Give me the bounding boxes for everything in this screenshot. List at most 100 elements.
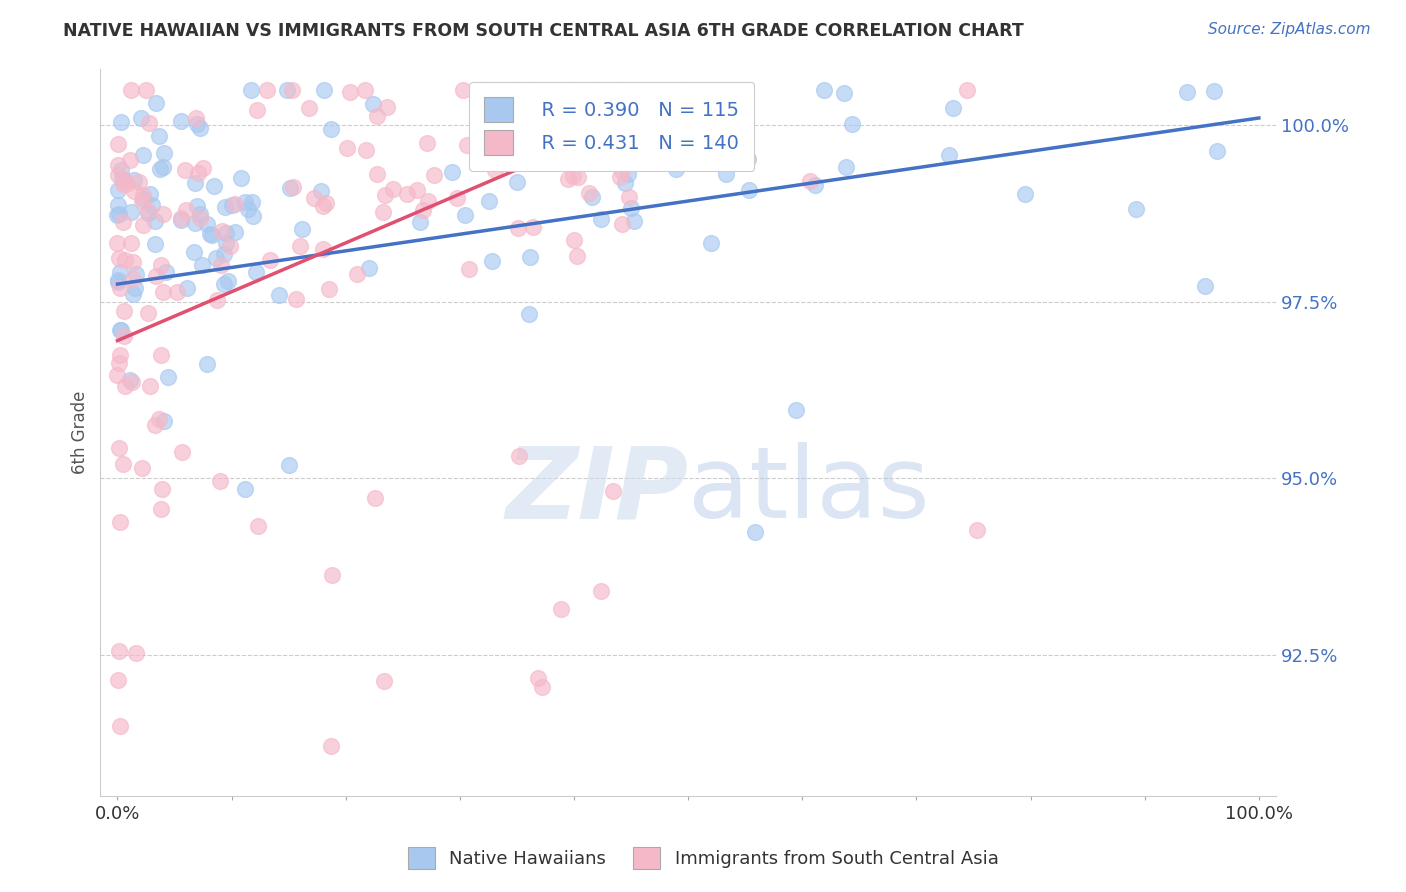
Point — [138, 306, 160, 320]
Point — [224, 225, 246, 239]
Point — [108, 323, 131, 337]
Point — [548, 133, 571, 147]
Point — [136, 205, 159, 219]
Point — [170, 445, 193, 459]
Point — [409, 215, 432, 229]
Point — [673, 83, 696, 97]
Point — [135, 83, 157, 97]
Point — [107, 251, 129, 265]
Point — [321, 121, 343, 136]
Point — [508, 221, 530, 235]
Point — [278, 458, 301, 473]
Point — [606, 83, 628, 97]
Point — [406, 183, 429, 197]
Point — [110, 265, 132, 279]
Point — [120, 204, 142, 219]
Point — [609, 169, 631, 184]
Point — [191, 258, 214, 272]
Point — [738, 183, 761, 197]
Point — [530, 680, 553, 694]
Point — [453, 83, 475, 97]
Point — [110, 163, 132, 178]
Point — [202, 179, 225, 194]
Point — [446, 191, 468, 205]
Point — [124, 281, 146, 295]
Point — [138, 378, 160, 392]
Point — [620, 201, 643, 215]
Point — [617, 190, 640, 204]
Point — [517, 306, 540, 320]
Text: Source: ZipAtlas.com: Source: ZipAtlas.com — [1208, 22, 1371, 37]
Point — [183, 244, 205, 259]
Point — [558, 83, 581, 97]
Point — [339, 86, 361, 100]
Point — [215, 235, 238, 250]
Point — [205, 293, 228, 307]
Point — [107, 169, 129, 183]
Point — [240, 194, 263, 209]
Point — [357, 261, 380, 276]
Point — [312, 199, 335, 213]
Y-axis label: 6th Grade: 6th Grade — [72, 391, 89, 475]
Point — [190, 207, 212, 221]
Point — [519, 125, 541, 139]
Point — [835, 160, 858, 174]
Point — [565, 249, 588, 263]
Point — [139, 187, 162, 202]
Point — [503, 83, 526, 97]
Point — [108, 516, 131, 530]
Point — [131, 461, 153, 475]
Point — [564, 233, 586, 247]
Point — [132, 218, 155, 232]
Point — [353, 83, 375, 97]
Point — [107, 673, 129, 687]
Point — [184, 176, 207, 190]
Point — [128, 175, 150, 189]
Point — [700, 236, 723, 251]
Point — [231, 170, 253, 185]
Point — [256, 83, 278, 97]
Point — [131, 148, 153, 162]
Point — [221, 198, 243, 212]
Point — [799, 174, 821, 188]
Point — [153, 414, 176, 428]
Point — [224, 197, 246, 211]
Point — [312, 242, 335, 256]
Point — [191, 161, 214, 175]
Point — [744, 524, 766, 539]
Point — [938, 148, 960, 162]
Point — [187, 166, 209, 180]
Point — [211, 224, 233, 238]
Point — [152, 206, 174, 220]
Point — [841, 116, 863, 130]
Point — [107, 273, 129, 287]
Point — [107, 235, 129, 250]
Point — [114, 173, 136, 187]
Point — [364, 491, 387, 506]
Point — [591, 211, 613, 226]
Point — [141, 198, 163, 212]
Point — [302, 191, 325, 205]
Point — [321, 739, 343, 753]
Point — [214, 200, 236, 214]
Point — [617, 167, 640, 181]
Point — [153, 146, 176, 161]
Point — [129, 112, 152, 126]
Point — [240, 83, 263, 97]
Point — [124, 646, 146, 660]
Point — [107, 198, 129, 212]
Point — [114, 378, 136, 392]
Point — [242, 209, 264, 223]
Point — [942, 101, 965, 115]
Point — [267, 287, 290, 301]
Point — [124, 268, 146, 282]
Point — [550, 601, 572, 615]
Legend: Native Hawaiians, Immigrants from South Central Asia: Native Hawaiians, Immigrants from South … — [398, 838, 1008, 879]
Point — [155, 265, 177, 279]
Point — [457, 261, 479, 276]
Point — [149, 161, 172, 176]
Point — [804, 178, 827, 193]
Point — [149, 502, 172, 516]
Point — [785, 402, 807, 417]
Point — [108, 356, 131, 370]
